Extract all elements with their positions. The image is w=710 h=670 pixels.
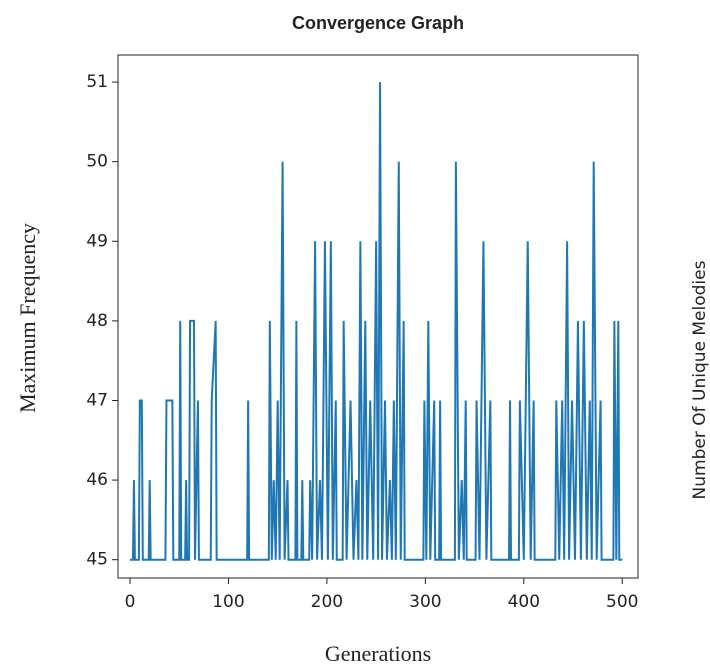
y-tick-label: 47 [86,390,108,410]
chart-title: Convergence Graph [292,13,464,33]
data-line [130,82,623,561]
x-axis-label: Generations [325,641,431,666]
x-tick-label: 500 [606,592,638,612]
y-tick-label: 48 [86,311,108,331]
y-tick-label: 50 [86,152,108,172]
y-tick-label: 51 [86,72,108,92]
x-tick-label: 100 [212,592,244,612]
side-label: Number Of Unique Melodies [690,260,710,499]
x-tick-label: 0 [125,592,136,612]
x-tick-label: 200 [311,592,343,612]
y-tick-label: 46 [86,470,108,490]
y-tick-label: 45 [86,550,108,570]
x-tick-label: 400 [508,592,540,612]
plot-frame [117,54,639,579]
y-tick-label: 49 [86,231,108,251]
y-axis-label: Maximum Frequency [15,223,40,413]
x-tick-label: 300 [409,592,441,612]
